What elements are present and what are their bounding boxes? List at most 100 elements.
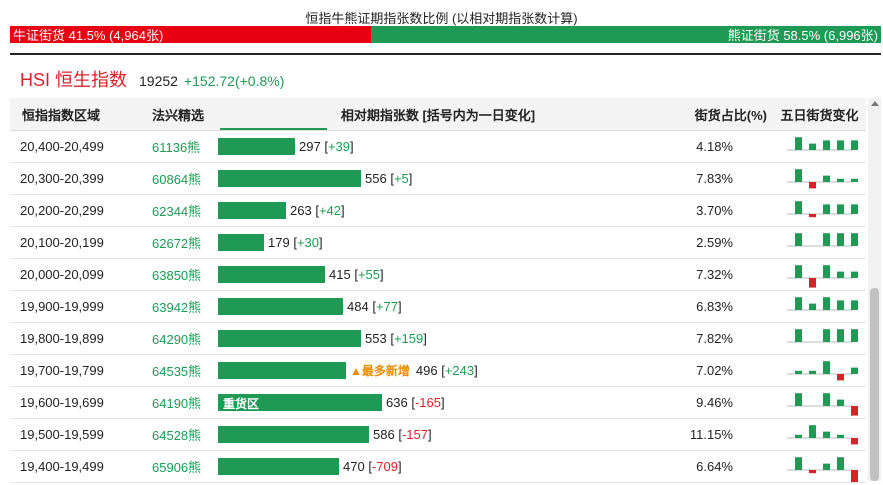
trend-bar xyxy=(795,370,802,374)
ratio-title: 恒指牛熊证期指张数比例 (以相对期指张数计算) xyxy=(305,11,578,26)
trend-bar xyxy=(795,297,802,310)
warrant-code-link[interactable]: 64535熊 xyxy=(152,364,202,379)
share-pct: 6.64% xyxy=(696,459,733,474)
range-cell: 20,300-20,399 xyxy=(20,171,104,186)
contracts-bar xyxy=(218,426,369,443)
sort-indicator xyxy=(220,128,327,130)
trend-bar xyxy=(809,278,816,288)
range-cell: 19,900-19,999 xyxy=(20,299,104,314)
table-row: 19,400-19,499 65906熊 470 [-709] 6.64% xyxy=(10,451,866,485)
contracts-value: 297 [+39] xyxy=(299,139,354,154)
header-contracts[interactable]: 相对期指张数 [括号内为一日变化] xyxy=(340,107,536,123)
trend-bar xyxy=(809,182,816,189)
contracts-number: 484 xyxy=(347,299,369,314)
trend-chart xyxy=(787,425,858,445)
trend-chart xyxy=(787,169,858,189)
five-day-trend xyxy=(773,387,866,418)
bull-segment: 牛证街货 41.5% (4,964张) xyxy=(10,26,372,43)
warrant-code-link[interactable]: 60864熊 xyxy=(152,172,202,187)
trend-chart xyxy=(787,233,858,247)
five-day-trend xyxy=(773,451,866,485)
warrant-code-link[interactable]: 64190熊 xyxy=(152,396,202,411)
table-row: 20,000-20,099 63850熊 415 [+55] 7.32% xyxy=(10,259,866,291)
index-change: +152.72(+0.8%) xyxy=(183,73,285,89)
five-day-trend xyxy=(773,227,866,258)
daily-change: +77 xyxy=(375,299,398,314)
warrant-code-link[interactable]: 64290熊 xyxy=(152,332,202,347)
contracts-number: 297 xyxy=(299,139,321,154)
trend-bar xyxy=(851,271,858,278)
contracts-bar xyxy=(218,138,295,155)
header-code: 法兴精选 xyxy=(152,107,205,123)
share-pct: 11.15% xyxy=(689,427,733,442)
table-row: 20,200-20,299 62344熊 263 [+42] 3.70% xyxy=(10,195,866,227)
warrant-code-link[interactable]: 61136熊 xyxy=(152,140,201,155)
range-cell: 20,200-20,299 xyxy=(20,203,104,218)
trend-bar xyxy=(837,271,844,278)
trend-chart xyxy=(787,137,858,151)
contracts-number: 496 xyxy=(415,363,438,378)
warrant-code-link[interactable]: 65906熊 xyxy=(152,460,202,475)
contracts-cell: 重货区 636 [-165] xyxy=(218,394,658,411)
contracts-cell: 556 [+5] xyxy=(218,170,658,187)
share-pct: 4.18% xyxy=(696,139,733,154)
contracts-bar xyxy=(218,266,325,283)
contracts-number: 556 xyxy=(365,171,387,186)
trend-bar xyxy=(809,303,816,310)
daily-change: -165 xyxy=(414,395,441,410)
table-row: 20,100-20,199 62672熊 179 [+30] 2.59% xyxy=(10,227,866,259)
index-name[interactable]: HSI 恒生指数 xyxy=(20,70,128,90)
trend-bar xyxy=(823,265,830,278)
warrant-code-link[interactable]: 62672熊 xyxy=(152,236,202,251)
daily-change: +39 xyxy=(327,139,350,154)
trend-bar xyxy=(809,470,816,474)
range-cell: 19,600-19,699 xyxy=(20,395,104,410)
table-header: 恒指指数区域 法兴精选 相对期指张数 [括号内为一日变化] 街货占比(%) 五日… xyxy=(10,98,866,131)
daily-change: +159 xyxy=(393,331,424,346)
daily-change: -157 xyxy=(401,427,428,442)
trend-bar xyxy=(837,204,844,214)
share-pct: 9.46% xyxy=(696,395,733,410)
contracts-value: 586 [-157] xyxy=(373,427,432,442)
five-day-trend xyxy=(773,195,866,226)
contracts-bar xyxy=(218,202,286,219)
warrant-code-link[interactable]: 64528熊 xyxy=(152,428,202,443)
range-cell: 20,000-20,099 xyxy=(20,267,104,282)
contracts-value: 553 [+159] xyxy=(365,331,427,346)
table-row: 20,300-20,399 60864熊 556 [+5] 7.83% xyxy=(10,163,866,195)
five-day-trend xyxy=(773,323,866,354)
contracts-number: 263 xyxy=(290,203,312,218)
scroll-thumb[interactable] xyxy=(870,288,879,481)
warrant-code-link[interactable]: 62344熊 xyxy=(152,204,202,219)
five-day-trend xyxy=(773,131,866,162)
trend-chart xyxy=(787,393,858,416)
warrant-code-link[interactable]: 63942熊 xyxy=(152,300,202,315)
trend-bar xyxy=(795,329,802,342)
contracts-cell: 297 [+39] xyxy=(218,138,658,155)
contracts-cell: 586 [-157] xyxy=(218,426,658,443)
five-day-trend xyxy=(773,163,866,194)
warrant-code-link[interactable]: 63850熊 xyxy=(152,268,202,283)
daily-change: +5 xyxy=(393,171,409,186)
contracts-number: 415 xyxy=(329,267,351,282)
trend-bar xyxy=(837,434,844,438)
share-pct: 2.59% xyxy=(696,235,733,250)
range-cell: 20,400-20,499 xyxy=(20,139,104,154)
table-row: 19,700-19,799 64535熊 ▲最多新增 496 [+243] 7.02% xyxy=(10,355,866,387)
bear-label: 熊证街货 58.5% (6,996张) xyxy=(727,28,878,43)
trend-bar xyxy=(809,425,816,438)
contracts-cell: ▲最多新增 496 [+243] xyxy=(218,362,658,379)
trend-bar xyxy=(837,329,844,342)
contracts-number: 553 xyxy=(365,331,387,346)
contracts-value: 415 [+55] xyxy=(329,267,384,282)
range-cell: 19,800-19,899 xyxy=(20,331,104,346)
scrollbar[interactable] xyxy=(868,98,881,481)
scroll-up-arrow-icon[interactable] xyxy=(870,101,879,106)
most-added-tag: ▲最多新增 xyxy=(350,364,410,378)
contracts-cell: 470 [-709] xyxy=(218,458,658,475)
trend-bar xyxy=(795,265,802,278)
share-pct: 7.02% xyxy=(696,363,733,378)
trend-bar xyxy=(837,178,844,182)
range-cell: 19,500-19,599 xyxy=(20,427,104,442)
header-pct: 街货占比(%) xyxy=(694,107,767,123)
